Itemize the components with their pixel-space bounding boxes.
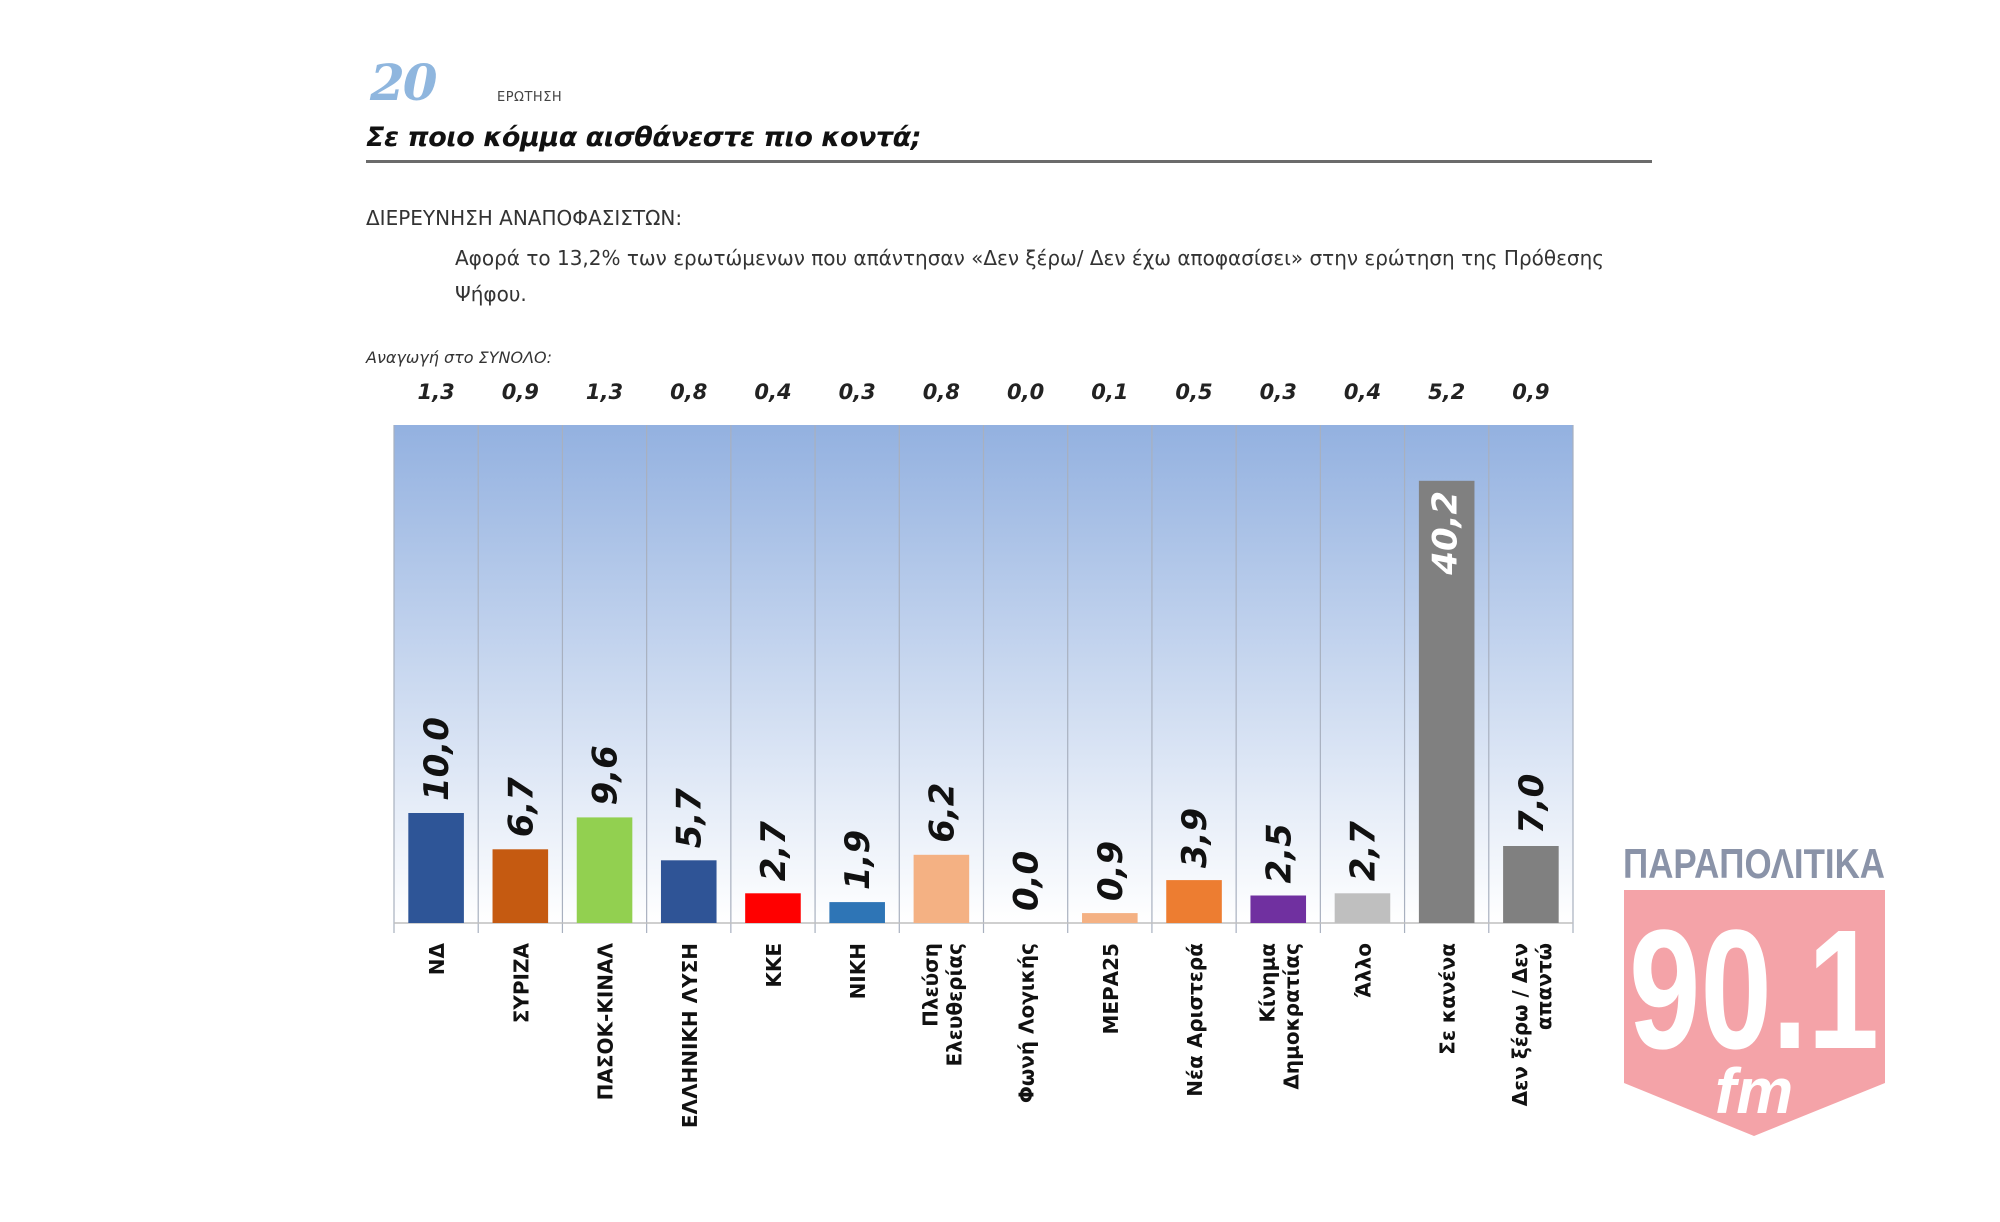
data-label: 7,0 (1512, 774, 1552, 834)
question-number: 20 (370, 53, 438, 112)
total-reduction-label: 0,9 (502, 380, 539, 404)
category-label: ΠΑΣΟΚ-ΚΙΝΑΛ (594, 942, 618, 1100)
total-reduction-label: 1,3 (586, 380, 623, 404)
total-reduction-label: 0,5 (1175, 380, 1212, 404)
total-reduction-label: 0,9 (1512, 380, 1549, 404)
bar-0 (408, 813, 464, 923)
bar-1 (492, 849, 549, 923)
total-reduction-label: 0,8 (670, 380, 707, 404)
data-label: 9,6 (586, 745, 626, 805)
category-label: Κίνημα (1255, 943, 1279, 1023)
category-label: ΣΥΡΙΖΑ (509, 942, 533, 1023)
category-label: ΚΚΕ (762, 943, 786, 988)
category-label: Νέα Αριστερά (1183, 943, 1207, 1097)
total-reduction-label: 0,8 (923, 380, 960, 404)
bar-8 (1082, 913, 1138, 923)
bar-4 (745, 893, 801, 923)
category-label: Σε κανένα (1436, 943, 1460, 1055)
bar-13 (1503, 846, 1559, 923)
data-label: 10,0 (417, 717, 457, 801)
title-divider (366, 160, 1652, 163)
data-label: 2,5 (1259, 823, 1299, 883)
category-label: ΝΙΚΗ (846, 943, 870, 999)
bar-2 (576, 817, 633, 923)
category-label: Δεν ξέρω / Δεν (1508, 943, 1532, 1106)
data-label: 6,7 (501, 777, 541, 838)
total-reduction-label: 0,3 (839, 380, 876, 404)
bar-3 (660, 860, 717, 923)
category-label: Δημοκρατίας (1279, 943, 1303, 1090)
total-reduction-label: 5,2 (1428, 380, 1465, 404)
data-label: 2,7 (754, 821, 794, 882)
bar-11 (1334, 893, 1391, 923)
reduction-label: Αναγωγή στο ΣΥΝΟΛΟ: (366, 348, 553, 367)
data-label: 5,7 (670, 788, 710, 849)
category-label: ΕΛΛΗΝΙΚΗ ΛΥΣΗ (678, 943, 702, 1128)
category-label: ΝΔ (425, 942, 449, 975)
total-reduction-label: 0,1 (1091, 380, 1128, 404)
total-reduction-label: 0,4 (1344, 380, 1381, 404)
total-reduction-label: 0,3 (1260, 380, 1297, 404)
section-subhead: ΔΙΕΡΕΥΝΗΣΗ ΑΝΑΠΟΦΑΣΙΣΤΩΝ: (366, 206, 683, 230)
data-label: 6,2 (922, 783, 962, 843)
bar-10 (1250, 895, 1307, 923)
category-label: Πλεύση (918, 943, 942, 1027)
data-label: 0,0 (1007, 851, 1047, 911)
section-description: Αφορά το 13,2% των ερωτώμενων που απάντη… (455, 246, 1605, 306)
page-title: Σε ποιο κόμμα αισθάνεστε πιο κοντά; (366, 122, 922, 153)
category-label: Άλλο (1351, 943, 1375, 998)
category-label: ΜΕΡΑ25 (1099, 943, 1123, 1035)
logo-shield-shape (1624, 890, 1885, 1136)
data-label: 0,9 (1091, 841, 1131, 901)
data-label: 2,7 (1343, 821, 1383, 882)
data-label: 3,9 (1175, 808, 1215, 868)
logo-top-text: ΠΑΡΑΠΟΛΙΤΙΚΑ (1623, 840, 1885, 887)
bar-9 (1166, 880, 1222, 923)
data-label: 40,2 (1426, 491, 1466, 576)
radio-logo: ΠΑΡΑΠΟΛΙΤΙΚΑ 90.1 fm (1623, 840, 1885, 1136)
total-reduction-label: 1,3 (418, 380, 455, 404)
total-reduction-label: 0,0 (1007, 380, 1044, 404)
category-label: Ελευθερίας (942, 943, 966, 1067)
category-label: απαντώ (1532, 943, 1556, 1030)
logo-number: 90.1 (1629, 895, 1879, 1085)
question-label: ΕΡΩΤΗΣΗ (497, 90, 563, 105)
bar-12 (1418, 480, 1475, 923)
bar-5 (829, 902, 885, 923)
category-label: Φωνή Λογικής (1015, 943, 1039, 1103)
data-label: 1,9 (838, 830, 878, 890)
bar-6 (913, 854, 970, 923)
total-reduction-label: 0,4 (754, 380, 791, 404)
logo-fm: fm (1715, 1055, 1793, 1127)
